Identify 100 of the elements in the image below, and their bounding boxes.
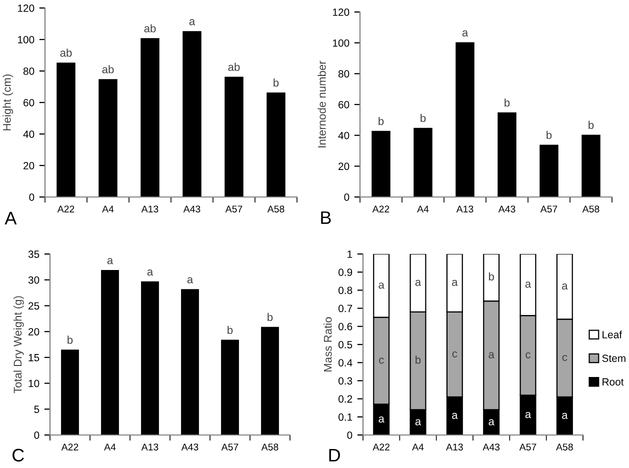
x-tick-label: A13 [456,206,474,212]
annotation: a [378,282,384,289]
annotation: a [488,352,494,358]
y-tick-label: 0.7 [338,304,352,312]
annotation: ab [60,48,72,57]
y-tick-label: 15 [28,354,40,362]
annotation: c [452,351,458,358]
bar [140,38,160,197]
bar [582,134,600,197]
x-tick-label: A57 [225,206,242,212]
annotation: a [415,280,422,286]
annotation: b [488,272,494,281]
x-tick-label: A43 [181,444,198,450]
text: A [4,212,17,224]
annotation: a [452,412,458,419]
legend-label: Stem [602,354,626,362]
annotation: b [228,326,233,334]
annotation: a [187,277,194,284]
y-tick-label: 120 [333,8,350,16]
annotation: a [562,412,568,419]
y-tick-label: 10 [28,380,40,388]
text: D [329,448,340,462]
text: C [12,448,24,462]
x-tick-label: A57 [519,444,536,450]
annotation: b [416,356,421,364]
bar [98,79,118,197]
y-tick-label: 80 [23,68,34,75]
annotation: a [562,283,568,290]
y-tick-label: 0.3 [338,377,352,385]
y-tick-label: 20 [24,162,34,170]
y-tick-label: 100 [18,36,34,44]
x-tick-label: A58 [261,444,278,450]
x-tick-label: A13 [446,444,463,450]
annotation: b [274,78,279,87]
y-tick-label: 0 [34,432,40,439]
annotation: b [546,130,552,139]
y-tick-label: 0 [29,194,34,201]
y-tick-label: 0.2 [338,395,352,403]
x-tick-label: A4 [417,206,429,212]
x-tick-label: A22 [372,444,390,450]
y-tick-label: 0 [344,194,350,201]
y-tick-label: 60 [24,99,34,106]
bar [498,112,516,197]
text: B [321,211,331,224]
y-tick-label: 0.1 [338,413,352,421]
y-tick-label: 40 [23,130,34,138]
y-tick-label: 35 [28,250,40,258]
x-tick-label: A43 [183,206,200,212]
y-tick-label: 0 [347,432,352,439]
y-tick-label: 20 [338,162,350,170]
y-tick-label: 30 [28,276,40,284]
annotation: a [525,282,532,288]
y-tick-label: 120 [18,4,34,12]
bar [181,289,199,435]
annotation: a [462,30,468,36]
y-tick-label: 80 [338,70,350,78]
x-tick-label: A4 [412,444,424,450]
y-tick-label: 100 [333,39,350,47]
x-tick-label: A22 [57,206,74,212]
x-tick-label: A22 [372,206,390,212]
x-tick-label: A22 [61,444,78,450]
y-tick-label: 20 [28,328,40,336]
bar [224,76,244,197]
annotation: a [415,419,422,426]
y-axis-title: Mass Ratio [324,317,332,372]
annotation: c [562,354,568,362]
annotation: b [378,116,384,126]
annotation: a [488,419,494,426]
y-axis-title: Total Dry Weight (g) [13,296,24,394]
annotation: ab [144,24,156,32]
annotation: a [107,258,114,264]
annotation: a [452,280,458,286]
x-tick-label: A43 [498,206,516,212]
annotation: b [268,312,273,322]
bar [141,281,159,435]
bar [456,42,474,197]
x-tick-label: A43 [482,444,500,450]
bar [266,92,286,197]
x-tick-label: A57 [221,444,238,450]
x-tick-label: A58 [267,206,284,212]
x-tick-label: A4 [104,444,116,450]
y-tick-label: 0.6 [338,322,352,330]
x-tick-label: A13 [141,444,158,450]
y-tick-label: 0.8 [338,286,352,294]
annotation: ab [102,65,114,74]
y-tick-label: 5 [34,406,40,414]
y-tick-label: 25 [28,302,40,310]
bar [414,128,432,197]
annotation: a [525,412,532,418]
bar [101,270,119,435]
annotation: b [588,120,594,129]
bar [61,350,79,435]
annotation: a [147,269,154,276]
annotation: b [504,98,510,107]
y-tick-label: 40 [338,132,350,140]
annotation: b [420,114,426,122]
y-tick-label: 0.9 [338,268,352,276]
annotation: c [379,358,384,364]
x-tick-label: A13 [141,206,158,212]
annotation: b [68,336,73,344]
